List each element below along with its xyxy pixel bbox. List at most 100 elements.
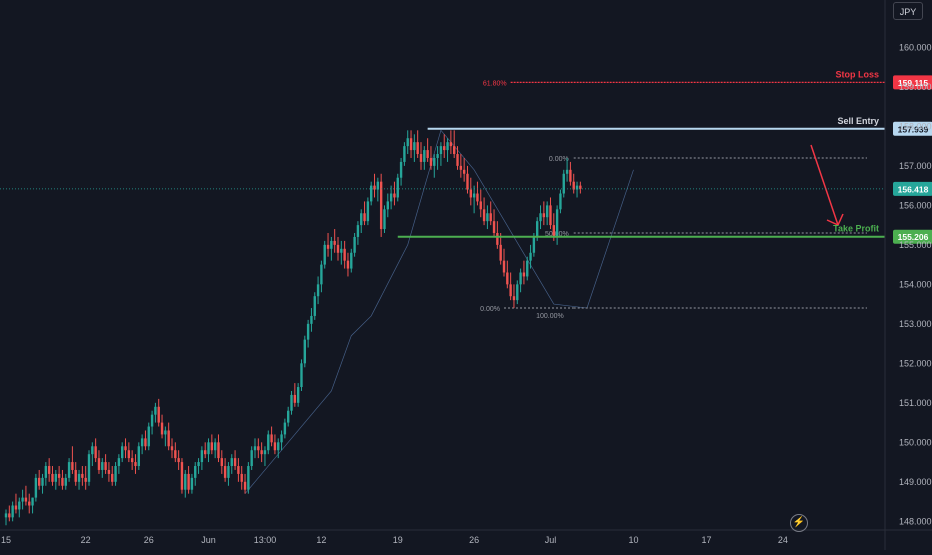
candle-body: [177, 458, 180, 463]
candle-body: [346, 260, 350, 269]
candle: [233, 450, 237, 470]
candle: [386, 193, 389, 218]
candle-body: [555, 209, 559, 237]
candle-body: [350, 252, 353, 269]
candle-body: [233, 458, 237, 467]
candle-body: [389, 193, 393, 202]
candle-body: [479, 201, 482, 210]
candle-body: [121, 446, 124, 459]
candle-body: [476, 193, 479, 202]
candle: [91, 442, 94, 467]
candle-body: [453, 146, 456, 155]
candle-body: [499, 244, 502, 261]
candle-body: [124, 446, 127, 451]
candle-body: [87, 454, 91, 482]
x-tick-label: 26: [144, 535, 154, 545]
candle: [247, 462, 250, 494]
candle-body: [532, 236, 536, 253]
candle-body: [247, 466, 250, 490]
candle-body: [436, 154, 439, 158]
candle: [446, 138, 449, 162]
candle-body: [379, 181, 383, 230]
bolt-icon[interactable]: ⚡: [790, 514, 808, 532]
candle: [270, 426, 273, 447]
candle-body: [237, 466, 240, 474]
candle-body: [74, 469, 77, 482]
candle: [127, 442, 131, 463]
candle-body: [114, 466, 117, 482]
candle-body: [240, 473, 243, 482]
candle: [356, 221, 360, 245]
price-tag-text: 155.206: [898, 232, 929, 242]
price-level[interactable]: 156.418: [0, 181, 932, 196]
candle-body: [549, 205, 552, 226]
candle: [263, 446, 267, 467]
candle-body: [340, 248, 343, 253]
candle-body: [526, 260, 529, 277]
candle: [77, 469, 81, 490]
candle-body: [243, 481, 247, 490]
candle-body: [21, 497, 24, 502]
candle-body: [316, 284, 320, 297]
candle: [572, 173, 575, 194]
candle: [14, 493, 18, 514]
y-tick-label: 157.000: [899, 161, 932, 171]
candle-body: [290, 394, 293, 411]
candle-body: [227, 466, 230, 478]
candle: [230, 454, 233, 474]
candle: [350, 248, 353, 273]
price-level[interactable]: Take Profit 155.206: [397, 224, 932, 244]
x-tick-label: 24: [778, 535, 788, 545]
candle: [277, 438, 280, 459]
price-level[interactable]: Sell Entry 157.939: [427, 116, 932, 136]
candle-body: [267, 434, 270, 451]
candle-body: [572, 181, 575, 190]
candle-body: [67, 462, 71, 478]
candle: [370, 181, 373, 206]
candle: [177, 450, 180, 470]
candle: [562, 169, 565, 198]
candle: [336, 236, 340, 261]
candle-body: [167, 430, 170, 447]
candle-body: [107, 469, 111, 474]
candle: [396, 173, 399, 202]
candle: [306, 319, 310, 348]
candle-body: [54, 473, 57, 482]
x-tick-label: 17: [702, 535, 712, 545]
candle: [253, 438, 257, 459]
price-tag: [893, 229, 932, 244]
candle: [84, 466, 87, 490]
candle: [204, 442, 207, 459]
candle: [423, 146, 426, 170]
candle: [330, 236, 333, 261]
candle: [373, 173, 376, 198]
candle-body: [283, 422, 287, 435]
candle-body: [579, 185, 582, 189]
price-tag-text: 157.939: [898, 124, 929, 134]
candle-body: [552, 225, 555, 237]
candle: [429, 146, 433, 170]
candle: [419, 142, 423, 170]
candle: [363, 201, 366, 226]
candle: [21, 489, 24, 510]
candle-body: [57, 473, 61, 478]
price-tag-text: 159.115: [898, 78, 929, 88]
candle: [150, 410, 154, 435]
candle-body: [77, 473, 81, 482]
currency-badge[interactable]: JPY: [893, 2, 923, 20]
candle: [117, 454, 121, 474]
candle-body: [150, 414, 154, 427]
candle: [260, 442, 263, 463]
candle-body: [370, 185, 373, 202]
candle: [559, 189, 562, 214]
candle-body: [11, 505, 14, 518]
candle: [213, 438, 217, 459]
candle: [207, 438, 210, 463]
price-level[interactable]: Stop Loss 61.80% 159.115: [483, 69, 932, 90]
candle-body: [310, 315, 313, 324]
candle: [160, 414, 164, 439]
candle: [542, 201, 546, 226]
candle-body: [230, 458, 233, 467]
